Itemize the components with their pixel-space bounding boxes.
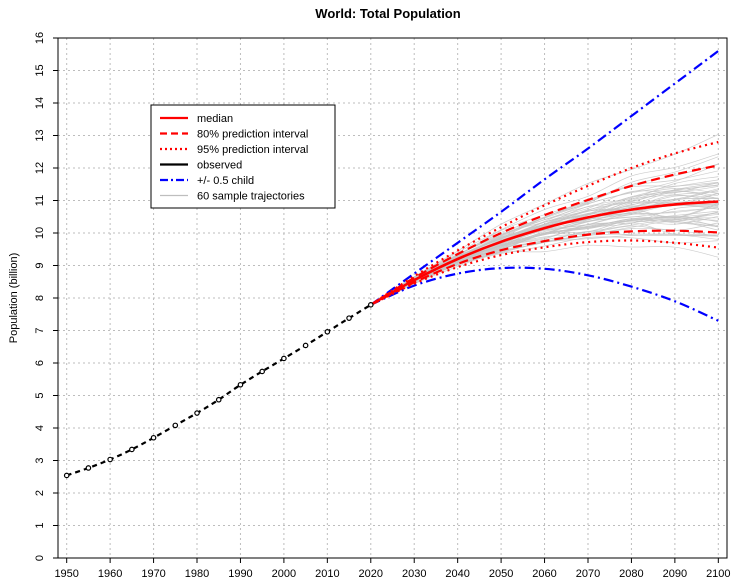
observed-point bbox=[302, 342, 309, 349]
sample-trajectory-line bbox=[370, 182, 719, 306]
y-tick-label: 9 bbox=[34, 262, 46, 268]
x-tick-label: 2040 bbox=[445, 568, 469, 580]
x-tick-label: 2000 bbox=[272, 568, 296, 580]
observed-point bbox=[324, 328, 331, 335]
x-tick-label: 2030 bbox=[402, 568, 426, 580]
x-tick-label: 2050 bbox=[489, 568, 513, 580]
y-tick-label: 1 bbox=[34, 522, 46, 528]
y-axis-label: Population (billion) bbox=[8, 253, 20, 344]
y-tick-label: 13 bbox=[34, 129, 46, 141]
observed-point bbox=[172, 422, 179, 429]
y-tick-label: 2 bbox=[34, 490, 46, 496]
observed-point bbox=[63, 472, 70, 479]
y-tick-label: 7 bbox=[34, 327, 46, 333]
x-tick-label: 2010 bbox=[315, 568, 339, 580]
x-tick-label: 1950 bbox=[54, 568, 78, 580]
x-tick-label: 2060 bbox=[532, 568, 556, 580]
legend: median 80% prediction interval 95% predict… bbox=[150, 104, 336, 209]
series-line-80-prediction-interval-lower bbox=[370, 229, 719, 306]
observed-point bbox=[237, 381, 244, 388]
observed-point bbox=[215, 396, 222, 403]
series-line-0-5-child-upper bbox=[370, 50, 719, 306]
x-tick-label: 2020 bbox=[359, 568, 383, 580]
chart-title: World: Total Population bbox=[315, 6, 460, 21]
x-tick-label: 2070 bbox=[576, 568, 600, 580]
legend-label: median bbox=[197, 113, 233, 125]
observed-point bbox=[281, 355, 287, 362]
series-group bbox=[63, 50, 719, 479]
x-tick-label: 2090 bbox=[663, 568, 687, 580]
x-tick-label: 1990 bbox=[228, 568, 252, 580]
y-tick-label: 16 bbox=[34, 32, 46, 44]
series-line-median bbox=[370, 200, 719, 306]
y-tick-label: 3 bbox=[34, 457, 46, 463]
observed-point bbox=[194, 410, 200, 416]
sample-trajectory-line bbox=[370, 156, 719, 306]
y-tick-label: 12 bbox=[34, 162, 46, 174]
y-tick-label: 6 bbox=[34, 360, 46, 366]
x-tick-label: 1980 bbox=[185, 568, 209, 580]
series-line-95-prediction-interval-lower bbox=[370, 239, 719, 306]
y-tick-label: 14 bbox=[34, 97, 46, 109]
axes-group: 1950 1960 1970 1980 1990 2000 2010 2020 2030 2040… bbox=[34, 32, 731, 580]
observed-point bbox=[107, 456, 113, 463]
y-tick-label: 8 bbox=[34, 295, 46, 301]
series-line-observed bbox=[66, 303, 372, 477]
x-tick-label: 2080 bbox=[619, 568, 643, 580]
y-tick-label: 5 bbox=[34, 392, 46, 398]
y-tick-label: 4 bbox=[34, 425, 46, 431]
x-tick-label: 2100 bbox=[706, 568, 730, 580]
legend-label: 95% prediction interval bbox=[197, 144, 308, 156]
legend-label: +/- 0.5 child bbox=[197, 175, 254, 187]
sample-trajectory-line bbox=[370, 182, 719, 306]
y-tick-label: 15 bbox=[34, 64, 46, 76]
observed-point bbox=[150, 434, 157, 441]
y-tick-label: 10 bbox=[34, 227, 46, 239]
observed-point bbox=[259, 368, 265, 375]
observed-point bbox=[85, 465, 92, 471]
y-tick-label: 11 bbox=[34, 195, 46, 206]
x-tick-label: 1970 bbox=[141, 568, 165, 580]
observed-point bbox=[129, 446, 135, 453]
observed-point bbox=[346, 315, 352, 321]
legend-label: observed bbox=[197, 160, 242, 172]
observed-point bbox=[367, 302, 374, 308]
series-line-0-5-child-lower bbox=[370, 266, 719, 322]
legend-label: 60 sample trajectories bbox=[197, 191, 305, 203]
legend-label: 80% prediction interval bbox=[197, 129, 308, 141]
legend-box bbox=[150, 104, 336, 209]
x-tick-label: 1960 bbox=[98, 568, 122, 580]
series-line-95-prediction-interval-upper bbox=[370, 140, 719, 306]
y-tick-label: 0 bbox=[34, 555, 46, 561]
